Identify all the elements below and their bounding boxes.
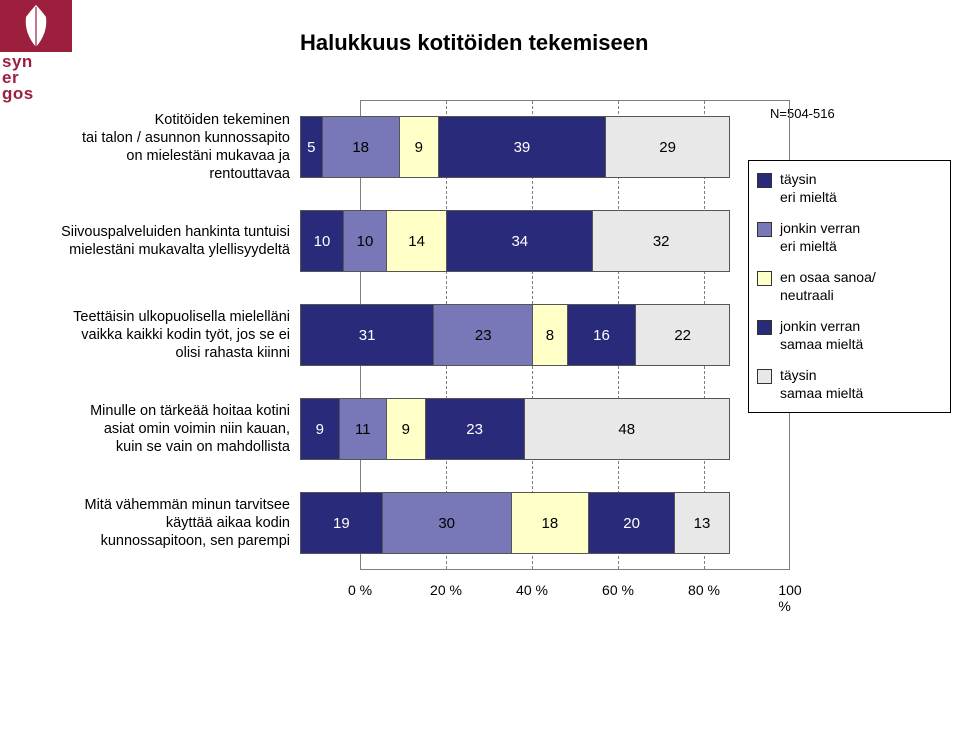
- logo-text: syn er gos: [0, 52, 74, 102]
- category-label: Kotitöiden tekeminentai talon / asunnon …: [60, 111, 300, 184]
- bar-segment: 30: [382, 492, 511, 554]
- legend-item: jonkin verraneri mieltä: [757, 220, 942, 255]
- legend-item: täysineri mieltä: [757, 171, 942, 206]
- x-tick-label: 0 %: [348, 582, 372, 598]
- chart-row: Mitä vähemmän minun tarvitseekäyttää aik…: [60, 476, 880, 570]
- bar-segment: 14: [386, 210, 446, 272]
- bar-segment: 18: [322, 116, 399, 178]
- legend-item: jonkin verransamaa mieltä: [757, 318, 942, 353]
- bar-segment: 10: [300, 210, 343, 272]
- bar-segment: 31: [300, 304, 433, 366]
- category-label: Siivouspalveluiden hankinta tuntuisimiel…: [60, 223, 300, 259]
- category-label: Mitä vähemmän minun tarvitseekäyttää aik…: [60, 496, 300, 550]
- category-label: Teettäisin ulkopuolisella mielellänivaik…: [60, 308, 300, 362]
- stacked-bar: 312381622: [300, 304, 730, 366]
- bar-segment: 23: [425, 398, 524, 460]
- stacked-bar: 1930182013: [300, 492, 730, 554]
- legend: täysineri mieltä jonkin verraneri mieltä e…: [748, 160, 951, 413]
- legend-item: täysinsamaa mieltä: [757, 367, 942, 402]
- legend-swatch: [757, 222, 772, 237]
- bar-segment: 32: [592, 210, 730, 272]
- x-tick-label: 20 %: [430, 582, 462, 598]
- legend-label: täysineri mieltä: [780, 171, 837, 206]
- bar-segment: 11: [339, 398, 386, 460]
- stacked-bar: 1010143432: [300, 210, 730, 272]
- x-tick-label: 100 %: [778, 582, 801, 614]
- legend-swatch: [757, 320, 772, 335]
- legend-label: en osaa sanoa/neutraali: [780, 269, 876, 304]
- bar-segment: 9: [386, 398, 425, 460]
- legend-label: jonkin verransamaa mieltä: [780, 318, 863, 353]
- bar-segment: 8: [532, 304, 566, 366]
- bar-segment: 22: [635, 304, 730, 366]
- logo: syn er gos: [0, 0, 72, 110]
- bar-segment: 23: [433, 304, 532, 366]
- x-tick-label: 40 %: [516, 582, 548, 598]
- bar-segment: 16: [567, 304, 636, 366]
- stacked-bar: 91192348: [300, 398, 730, 460]
- legend-swatch: [757, 369, 772, 384]
- bar-segment: 10: [343, 210, 386, 272]
- bar-segment: 5: [300, 116, 322, 178]
- bar-segment: 39: [438, 116, 606, 178]
- x-tick-label: 80 %: [688, 582, 720, 598]
- bar-segment: 18: [511, 492, 588, 554]
- bar-segment: 20: [588, 492, 674, 554]
- stacked-bar: 51893929: [300, 116, 730, 178]
- legend-swatch: [757, 271, 772, 286]
- legend-swatch: [757, 173, 772, 188]
- logo-leaf-icon: [0, 0, 72, 52]
- bar-segment: 13: [674, 492, 730, 554]
- bar-segment: 48: [524, 398, 730, 460]
- x-tick-label: 60 %: [602, 582, 634, 598]
- bar-segment: 34: [446, 210, 592, 272]
- bar-segment: 19: [300, 492, 382, 554]
- chart-title: Halukkuus kotitöiden tekemiseen: [300, 30, 648, 56]
- bar-segment: 9: [300, 398, 339, 460]
- bar-segment: 29: [605, 116, 730, 178]
- legend-label: jonkin verraneri mieltä: [780, 220, 860, 255]
- legend-item: en osaa sanoa/neutraali: [757, 269, 942, 304]
- category-label: Minulle on tärkeää hoitaa kotiniasiat om…: [60, 402, 300, 456]
- legend-label: täysinsamaa mieltä: [780, 367, 863, 402]
- bar-segment: 9: [399, 116, 438, 178]
